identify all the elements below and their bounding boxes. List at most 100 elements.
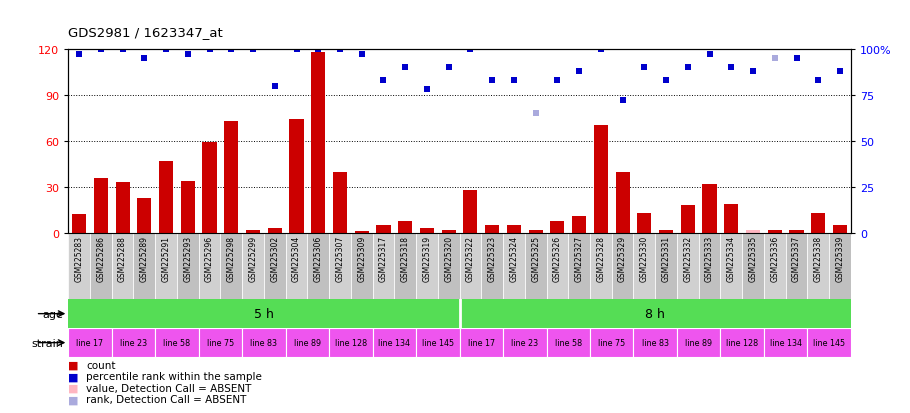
Bar [811, 214, 825, 233]
Bar [833, 225, 847, 233]
Text: GSM225325: GSM225325 [531, 235, 541, 281]
Bar [116, 183, 129, 233]
Bar [224, 121, 238, 233]
Bar [633, 233, 655, 299]
Bar [568, 233, 590, 299]
Bar [355, 232, 369, 233]
Bar [203, 143, 217, 233]
Point [637, 65, 652, 71]
Bar [137, 198, 151, 233]
Point [681, 65, 695, 71]
Bar [763, 328, 807, 357]
Text: line 145: line 145 [421, 338, 454, 347]
Text: GSM225328: GSM225328 [596, 235, 605, 281]
Bar [677, 233, 699, 299]
Bar [311, 52, 325, 233]
Text: rank, Detection Call = ABSENT: rank, Detection Call = ABSENT [86, 394, 247, 404]
Point [507, 78, 521, 84]
Point [615, 98, 630, 104]
Text: GSM225304: GSM225304 [292, 235, 301, 282]
Point [420, 87, 434, 93]
Bar [94, 178, 108, 233]
Point [811, 78, 825, 84]
Text: line 89: line 89 [294, 338, 321, 347]
Point [246, 46, 260, 53]
Text: GDS2981 / 1623347_at: GDS2981 / 1623347_at [68, 26, 223, 39]
Point [398, 65, 412, 71]
Bar [394, 233, 416, 299]
Text: line 17: line 17 [468, 338, 495, 347]
Point [463, 46, 478, 53]
Bar [743, 233, 763, 299]
Bar [590, 233, 612, 299]
Bar [829, 233, 851, 299]
Bar [460, 233, 481, 299]
Bar [72, 215, 86, 233]
Bar [268, 229, 282, 233]
Text: GSM225332: GSM225332 [683, 235, 693, 281]
Point [180, 52, 195, 58]
Text: value, Detection Call = ABSENT: value, Detection Call = ABSENT [86, 383, 252, 393]
Bar [790, 230, 804, 233]
Point [354, 52, 369, 58]
Bar [372, 328, 416, 357]
Text: line 83: line 83 [250, 338, 278, 347]
Text: line 23: line 23 [511, 338, 539, 347]
Point [659, 78, 673, 84]
Bar [547, 233, 568, 299]
Bar [90, 233, 112, 299]
Bar [590, 328, 633, 357]
Bar [198, 328, 242, 357]
Text: ■: ■ [68, 383, 79, 393]
Bar [177, 233, 198, 299]
Text: GSM225336: GSM225336 [770, 235, 779, 282]
Text: line 17: line 17 [76, 338, 104, 347]
Bar [612, 233, 633, 299]
Bar [551, 221, 564, 233]
Bar [329, 328, 372, 357]
Bar [112, 328, 156, 357]
Text: GSM225329: GSM225329 [618, 235, 627, 281]
Text: line 134: line 134 [379, 338, 410, 347]
Text: GSM225324: GSM225324 [510, 235, 519, 281]
Bar [681, 206, 695, 233]
Bar [372, 233, 394, 299]
Bar [264, 233, 286, 299]
Text: strain: strain [32, 338, 64, 348]
Bar [594, 126, 608, 233]
Bar [416, 328, 460, 357]
Text: line 75: line 75 [598, 338, 625, 347]
Bar [438, 233, 460, 299]
Bar [351, 233, 372, 299]
Bar [572, 216, 586, 233]
Bar [220, 233, 242, 299]
Bar [246, 230, 260, 233]
Bar [420, 229, 434, 233]
Text: GSM225307: GSM225307 [336, 235, 345, 282]
Point [202, 46, 217, 53]
Bar [785, 233, 807, 299]
Bar [377, 225, 390, 233]
Text: 5 h: 5 h [254, 307, 274, 320]
Point [158, 46, 173, 53]
Bar [308, 233, 329, 299]
Text: GSM225286: GSM225286 [96, 235, 106, 281]
Text: line 128: line 128 [335, 338, 367, 347]
Bar [768, 230, 782, 233]
Text: line 58: line 58 [164, 338, 190, 347]
Point [311, 46, 326, 53]
Bar [460, 328, 503, 357]
Bar [286, 328, 329, 357]
Text: percentile rank within the sample: percentile rank within the sample [86, 371, 262, 381]
Bar [134, 233, 156, 299]
Text: line 83: line 83 [642, 338, 669, 347]
Text: GSM225291: GSM225291 [162, 235, 170, 281]
Text: GSM225330: GSM225330 [640, 235, 649, 282]
Point [137, 55, 152, 62]
Text: age: age [43, 309, 64, 319]
Text: line 58: line 58 [555, 338, 581, 347]
Bar [503, 233, 525, 299]
Text: GSM225306: GSM225306 [314, 235, 323, 282]
Text: ■: ■ [68, 371, 79, 381]
Point [529, 111, 543, 117]
